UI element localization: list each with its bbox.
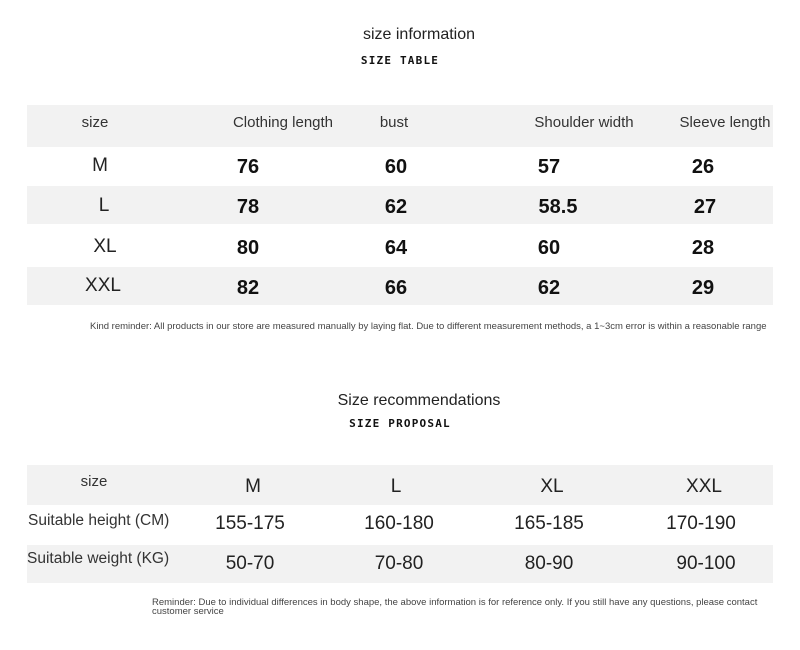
size-table-row-band	[27, 186, 773, 224]
size-table-value-cell: 62	[384, 196, 408, 218]
size-table-row-band	[27, 267, 773, 305]
recommendations-value-cell: 80-90	[524, 553, 574, 574]
size-table-header-bust: bust	[379, 114, 409, 131]
size-table-value-cell: 82	[236, 277, 260, 299]
recommendations-row-label-height: Suitable height (CM)	[28, 512, 170, 529]
size-table-value-cell: 78	[236, 196, 260, 218]
size-table-title: size information	[362, 26, 476, 43]
size-table-header-clothing-length: Clothing length	[232, 114, 334, 131]
recommendations-size-header: L	[390, 476, 402, 497]
size-table-value-cell: 57	[537, 156, 561, 178]
size-table-header-shoulder-width: Shoulder width	[534, 114, 634, 131]
recommendations-value-cell: 165-185	[514, 513, 584, 534]
recommendations-size-header: M	[245, 476, 261, 497]
size-table-size-cell: L	[98, 195, 110, 216]
recommendations-header-size: size	[80, 473, 108, 490]
size-table-value-cell: 60	[537, 237, 561, 259]
size-table-value-cell: 29	[691, 277, 715, 299]
size-table-value-cell: 26	[691, 156, 715, 178]
size-table-size-cell: M	[92, 155, 108, 176]
size-table-value-cell: 27	[693, 196, 717, 218]
recommendations-title: Size recommendations	[337, 392, 501, 409]
recommendations-row-label-weight: Suitable weight (KG)	[27, 550, 170, 567]
size-table-subtitle: SIZE TABLE	[360, 54, 440, 67]
recommendations-value-cell: 170-190	[666, 513, 736, 534]
size-table-header-size: size	[81, 114, 109, 131]
size-table-value-cell: 58.5	[538, 196, 578, 218]
size-table-value-cell: 62	[537, 277, 561, 299]
recommendations-value-cell: 70-80	[374, 553, 424, 574]
size-table-header-sleeve-length: Sleeve length	[679, 114, 771, 131]
size-table-size-cell: XL	[93, 236, 117, 257]
recommendations-value-cell: 155-175	[215, 513, 285, 534]
size-table-size-cell: XXL	[85, 275, 121, 296]
recommendations-header-band	[27, 465, 773, 505]
size-table-value-cell: 80	[236, 237, 260, 259]
size-table-reminder: Kind reminder: All products in our store…	[90, 321, 767, 332]
size-table-value-cell: 60	[384, 156, 408, 178]
recommendations-size-header: XXL	[686, 476, 722, 497]
size-table-value-cell: 66	[384, 277, 408, 299]
recommendations-subtitle: SIZE PROPOSAL	[349, 417, 451, 430]
recommendations-size-header: XL	[540, 476, 564, 497]
recommendations-value-cell: 160-180	[364, 513, 434, 534]
size-table-header-band	[27, 105, 773, 147]
recommendations-row-band	[27, 545, 773, 583]
recommendations-reminder: Reminder: Due to individual differences …	[152, 597, 758, 617]
recommendations-value-cell: 50-70	[225, 553, 275, 574]
recommendations-value-cell: 90-100	[676, 553, 736, 574]
size-table-value-cell: 28	[691, 237, 715, 259]
size-table-value-cell: 64	[384, 237, 408, 259]
size-table-value-cell: 76	[236, 156, 260, 178]
